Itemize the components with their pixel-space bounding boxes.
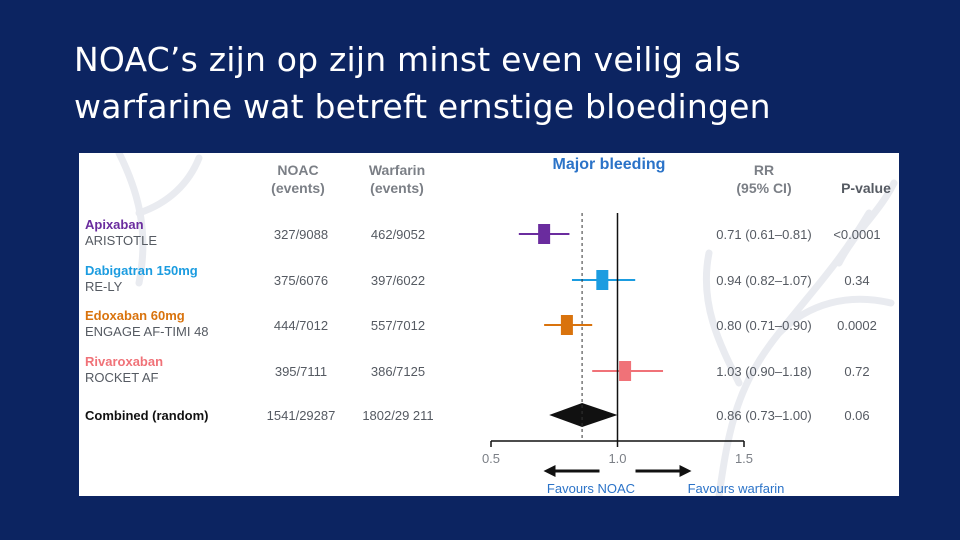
favours-noac-arrowhead: [543, 465, 556, 477]
slide-title: NOAC’s zijn op zijn minst even veilig al…: [74, 40, 771, 126]
combined-rr-ci-value: 0.86 (0.73–1.00): [716, 408, 811, 423]
warfarin-header: Warfarin: [369, 162, 425, 178]
noac-events: 444/7012: [274, 318, 328, 333]
combined-noac-events: 1541/29287: [267, 408, 336, 423]
study-trial-name: ENGAGE AF-TIMI 48: [85, 324, 209, 339]
noac-events: 327/9088: [274, 227, 328, 242]
noac-header-sub: (events): [271, 180, 325, 196]
decorative-tree-watermark: [115, 153, 898, 496]
forest-plot-panel: NOAC (events) Warfarin (events) Major bleedi…: [79, 153, 899, 496]
study-drug-name: Edoxaban 60mg: [85, 308, 185, 323]
point-estimate-marker: [596, 270, 609, 290]
study-drug-name: Apixaban: [85, 217, 144, 232]
study-drug-name: Rivaroxaban: [85, 354, 163, 369]
rr-ci-value: 0.94 (0.82–1.07): [716, 273, 811, 288]
point-estimate-marker: [560, 315, 573, 335]
p-value-header: P-value: [841, 180, 891, 196]
rr-header-sub: (95% CI): [736, 180, 791, 196]
study-trial-name: RE-LY: [85, 279, 123, 294]
combined-label: Combined (random): [85, 408, 209, 423]
noac-events: 395/7111: [275, 364, 327, 379]
rr-ci-value: 1.03 (0.90–1.18): [716, 364, 811, 379]
study-trial-name: ARISTOTLE: [85, 233, 157, 248]
warfarin-header-sub: (events): [370, 180, 424, 196]
point-estimate-marker: [538, 224, 551, 244]
favours-warfarin-label: Favours warfarin: [688, 481, 785, 496]
noac-header: NOAC: [277, 162, 318, 178]
p-value: <0.0001: [833, 227, 880, 242]
warfarin-events: 557/7012: [371, 318, 425, 333]
p-value: 0.72: [844, 364, 869, 379]
study-trial-name: ROCKET AF: [85, 370, 159, 385]
chart-title: Major bleeding: [553, 156, 666, 173]
favours-warfarin-arrowhead: [679, 465, 692, 477]
combined-warfarin-events: 1802/29 211: [362, 408, 433, 423]
rr-ci-value: 0.71 (0.61–0.81): [716, 227, 811, 242]
x-tick-label: 0.5: [482, 451, 500, 466]
rr-ci-value: 0.80 (0.71–0.90): [716, 318, 811, 333]
study-drug-name: Dabigatran 150mg: [85, 263, 198, 278]
p-value: 0.34: [844, 273, 869, 288]
warfarin-events: 462/9052: [371, 227, 425, 242]
warfarin-events: 386/7125: [371, 364, 425, 379]
warfarin-events: 397/6022: [371, 273, 425, 288]
forest-plot: NOAC (events) Warfarin (events) Major bleedi…: [85, 153, 898, 496]
favours-noac-label: Favours NOAC: [547, 481, 635, 496]
x-tick-label: 1.5: [735, 451, 753, 466]
p-value: 0.0002: [837, 318, 877, 333]
combined-p-value: 0.06: [844, 408, 869, 423]
noac-events: 375/6076: [274, 273, 328, 288]
x-tick-label: 1.0: [608, 451, 626, 466]
combined-estimate-diamond: [549, 403, 618, 427]
point-estimate-marker: [619, 361, 632, 381]
rr-header: RR: [754, 162, 774, 178]
